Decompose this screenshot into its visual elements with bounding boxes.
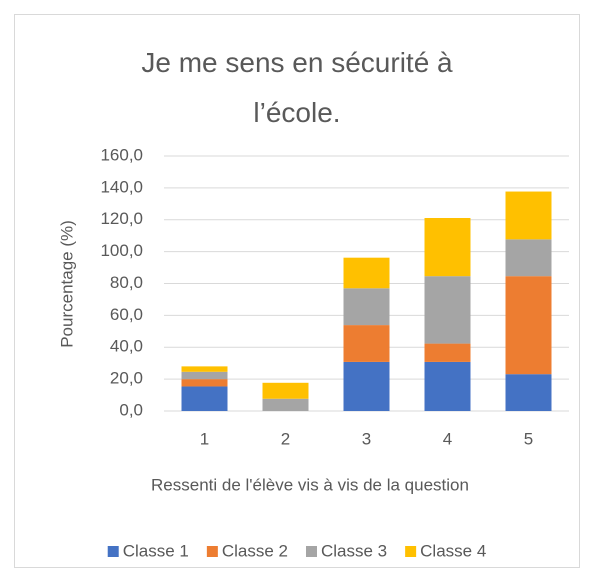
bar-segment [505, 239, 552, 277]
x-axis-label: Ressenti de l'élève vis à vis de la ques… [151, 475, 469, 494]
bar-segment [424, 217, 471, 277]
x-tick-label: 3 [362, 429, 371, 448]
bar-segment [505, 191, 552, 240]
bar-segment [343, 361, 390, 411]
bar-segment [262, 382, 309, 399]
bar-segment [343, 325, 390, 362]
x-tick-label: 5 [524, 429, 533, 448]
y-tick-label: 20,0 [110, 369, 143, 388]
bar-segment [262, 398, 309, 411]
y-tick-label: 60,0 [110, 305, 143, 324]
chart-border [14, 14, 580, 568]
legend-label: Classe 4 [420, 541, 486, 560]
x-tick-label: 4 [443, 429, 452, 448]
x-tick-label: 1 [200, 429, 209, 448]
bar-segment [424, 361, 471, 411]
bar-segment [181, 366, 228, 372]
legend-swatch [107, 546, 119, 557]
y-tick-label: 40,0 [110, 337, 143, 356]
bar-segment [181, 386, 228, 411]
legend-label: Classe 1 [123, 541, 189, 560]
y-tick-label: 120,0 [100, 209, 143, 228]
y-axis-label: Pourcentage (%) [57, 220, 76, 348]
bar-segment [505, 374, 552, 411]
legend-swatch [306, 546, 317, 557]
legend-label: Classe 3 [321, 541, 387, 560]
legend-swatch [206, 546, 218, 557]
bar-segment [181, 379, 228, 387]
bar-segment [424, 343, 471, 362]
legend-swatch [405, 546, 417, 557]
chart-title: Je me sens en sécurité à l’école. [141, 47, 453, 128]
bar-segment [181, 371, 228, 380]
bar-segment [343, 288, 390, 326]
x-tick-label: 2 [281, 429, 290, 448]
bar-segment [424, 276, 471, 344]
y-tick-label: 140,0 [100, 177, 143, 196]
bar-segment [343, 257, 390, 289]
bar-segment [505, 276, 552, 375]
y-tick-label: 80,0 [110, 273, 143, 292]
y-tick-label: 100,0 [100, 241, 143, 260]
y-tick-label: 160,0 [100, 145, 143, 164]
legend-label: Classe 2 [222, 541, 288, 560]
y-tick-label: 0,0 [119, 400, 143, 419]
